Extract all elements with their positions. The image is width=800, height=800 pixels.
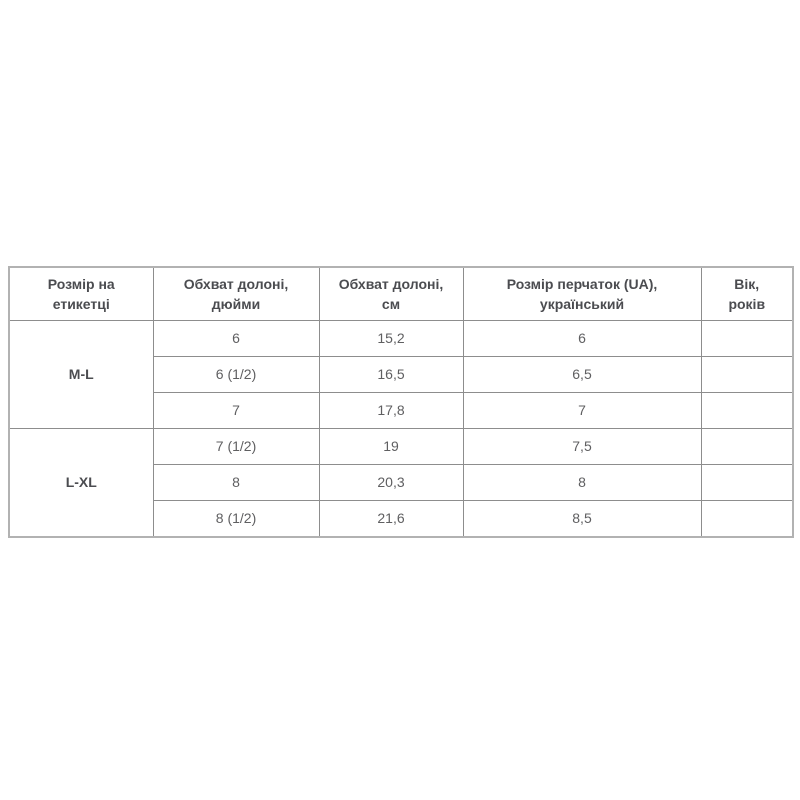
group-label-ml: M-L (8, 320, 154, 429)
header-cell-age-years: Вік, років (700, 266, 794, 321)
cell-glove-size-ua: 6,5 (462, 356, 702, 393)
cell-palm-inches: 8 (1/2) (152, 500, 320, 538)
cell-palm-inches: 6 (152, 320, 320, 357)
cell-palm-cm: 21,6 (318, 500, 464, 538)
cell-palm-inches: 6 (1/2) (152, 356, 320, 393)
header-row: Розмір на етикетці Обхват долоні, дюйми … (8, 266, 794, 321)
table-row: 6 (1/2) 16,5 6,5 (9, 356, 794, 393)
size-chart-table: Розмір на етикетці Обхват долоні, дюйми … (8, 266, 794, 538)
table-row: 7 17,8 7 (9, 392, 794, 429)
cell-palm-cm: 17,8 (318, 392, 464, 429)
cell-palm-cm: 16,5 (318, 356, 464, 393)
cell-palm-cm: 15,2 (318, 320, 464, 357)
table-row: 8 (1/2) 21,6 8,5 (9, 500, 794, 538)
size-chart-container: Розмір на етикетці Обхват долоні, дюйми … (8, 266, 794, 538)
header-cell-label-size: Розмір на етикетці (8, 266, 154, 321)
cell-glove-size-ua: 8,5 (462, 500, 702, 538)
cell-age-years (700, 428, 794, 465)
cell-age-years (700, 500, 794, 538)
cell-glove-size-ua: 8 (462, 464, 702, 501)
cell-palm-inches: 7 (1/2) (152, 428, 320, 465)
group-label-lxl: L-XL (8, 428, 154, 538)
header-cell-palm-inches: Обхват долоні, дюйми (152, 266, 320, 321)
cell-glove-size-ua: 6 (462, 320, 702, 357)
cell-age-years (700, 464, 794, 501)
table-header: Розмір на етикетці Обхват долоні, дюйми … (8, 266, 794, 321)
cell-palm-cm: 20,3 (318, 464, 464, 501)
cell-glove-size-ua: 7,5 (462, 428, 702, 465)
cell-palm-inches: 8 (152, 464, 320, 501)
table-row: M-L 6 15,2 6 (8, 320, 794, 429)
cell-glove-size-ua: 7 (462, 392, 702, 429)
header-cell-palm-cm: Обхват долоні, см (318, 266, 464, 321)
cell-palm-inches: 7 (152, 392, 320, 429)
cell-age-years (700, 356, 794, 393)
table-row: 8 20,3 8 (9, 464, 794, 501)
cell-age-years (700, 320, 794, 357)
header-cell-glove-size-ua: Розмір перчаток (UA), український (462, 266, 702, 321)
cell-palm-cm: 19 (318, 428, 464, 465)
table-row: L-XL 7 (1/2) 19 7,5 (8, 428, 794, 538)
table-body: M-L 6 15,2 6 6 (1/2) 16,5 6,5 7 17,8 7 (8, 320, 794, 538)
cell-age-years (700, 392, 794, 429)
